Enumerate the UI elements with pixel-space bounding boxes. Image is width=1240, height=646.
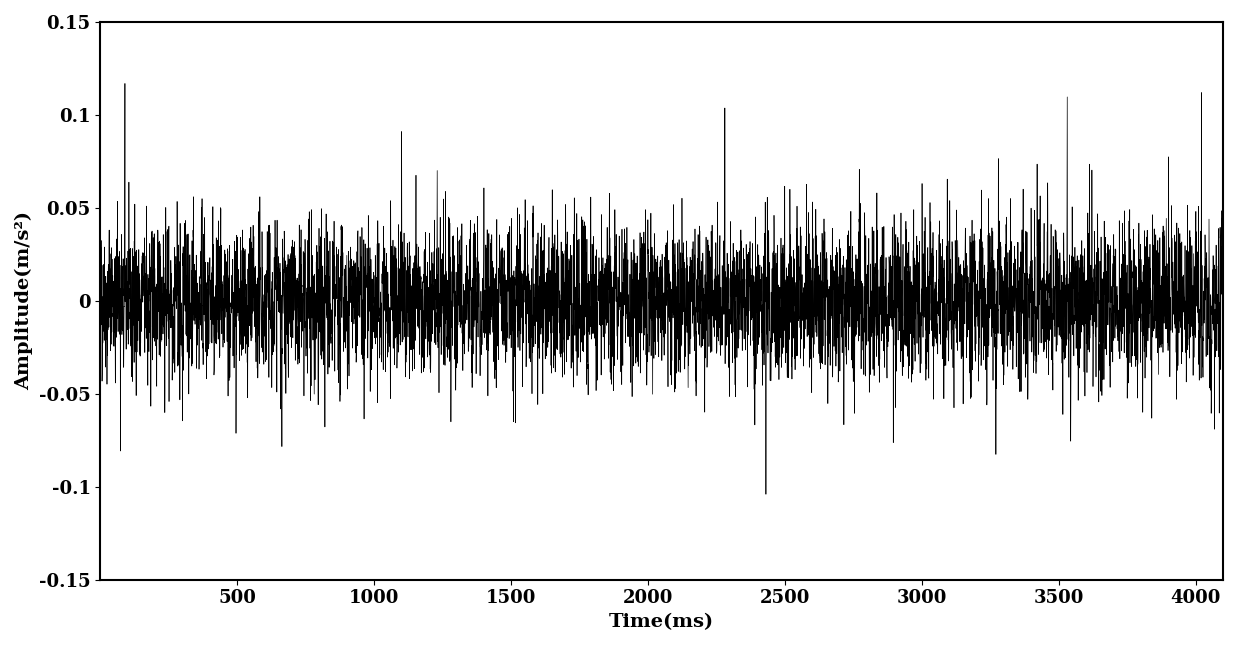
Y-axis label: Amplitude(m/s²): Amplitude(m/s²) — [15, 211, 33, 390]
X-axis label: Time(ms): Time(ms) — [609, 613, 714, 631]
